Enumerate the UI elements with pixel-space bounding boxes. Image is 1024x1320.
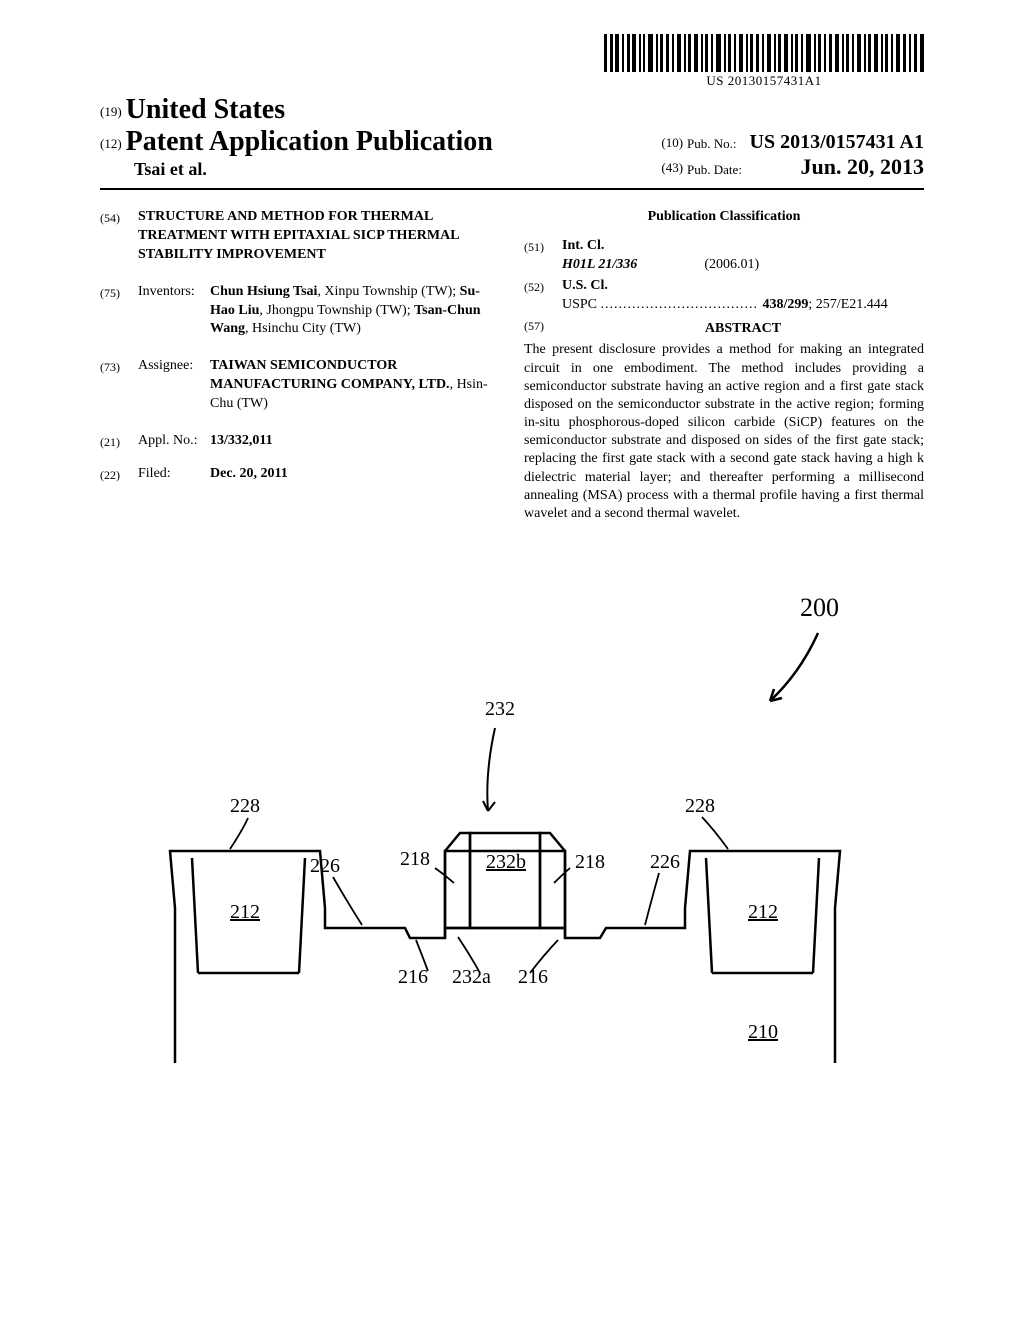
assignee-label: Assignee: — [138, 357, 210, 414]
figure-area: 200 232 228 228 226 226 218 218 232b 232… — [100, 573, 924, 1113]
pubdate-value: Jun. 20, 2013 — [801, 154, 924, 180]
assignee-num: (73) — [100, 357, 138, 414]
filed-num: (22) — [100, 465, 138, 484]
filed-label: Filed: — [138, 465, 210, 484]
right-column: Publication Classification (51) Int. Cl.… — [524, 208, 924, 523]
header-pubdate: (43) Pub. Date: Jun. 20, 2013 — [661, 154, 924, 180]
assignee-body: TAIWAN SEMICONDUCTOR MANUFACTURING COMPA… — [210, 357, 500, 414]
intcl-body: Int. Cl. H01L 21/336 (2006.01) — [562, 237, 759, 275]
uscl-prefix: USPC — [562, 297, 597, 312]
two-column-body: (54) STRUCTURE AND METHOD FOR THERMAL TR… — [100, 208, 924, 523]
pubno-value: US 2013/0157431 A1 — [750, 131, 924, 153]
left-column: (54) STRUCTURE AND METHOD FOR THERMAL TR… — [100, 208, 500, 523]
inventors-num: (75) — [100, 283, 138, 340]
fig-label-200: 200 — [800, 593, 839, 623]
fig-label-212-right: 212 — [748, 901, 778, 924]
fig-label-216-left: 216 — [398, 966, 428, 989]
intcl-field: (51) Int. Cl. H01L 21/336 (2006.01) — [524, 237, 924, 275]
header-row: (19) United States (12) Patent Application… — [100, 94, 924, 180]
fig-label-210: 210 — [748, 1021, 778, 1044]
country-name: United States — [126, 94, 285, 125]
patent-title: STRUCTURE AND METHOD FOR THERMAL TREATME… — [138, 208, 500, 265]
fig-label-232: 232 — [485, 698, 515, 721]
uscl-field: (52) U.S. Cl. USPC .....................… — [524, 277, 924, 315]
uscl-label: U.S. Cl. — [562, 278, 608, 293]
intcl-num: (51) — [524, 237, 562, 275]
filed-value: Dec. 20, 2011 — [210, 465, 288, 484]
intcl-date: (2006.01) — [704, 257, 759, 272]
abstract-num: (57) — [524, 316, 562, 341]
fig-label-228-left: 228 — [230, 795, 260, 818]
title-field: (54) STRUCTURE AND METHOD FOR THERMAL TR… — [100, 208, 500, 265]
filed-field: (22) Filed: Dec. 20, 2011 — [100, 465, 500, 484]
abstract-text: The present disclosure provides a method… — [524, 341, 924, 523]
pubdate-label: Pub. Date: — [687, 162, 742, 177]
figure-svg — [100, 573, 924, 1113]
country-prefix: (19) — [100, 104, 122, 119]
divider-rule — [100, 188, 924, 190]
fig-label-232a: 232a — [452, 966, 491, 989]
pubdate-prefix: (43) — [661, 160, 683, 175]
abstract-heading: ABSTRACT — [562, 320, 924, 339]
intcl-code: H01L 21/336 — [562, 257, 637, 272]
fig-label-218-left: 218 — [400, 848, 430, 871]
header-pubtype: (12) Patent Application Publication — [100, 126, 493, 158]
header-country: (19) United States — [100, 94, 493, 126]
uscl-dots: ................................... — [601, 297, 763, 312]
fig-label-232b: 232b — [486, 851, 526, 874]
barcode-svg — [604, 34, 924, 72]
pubtype-text: Patent Application Publication — [126, 126, 493, 157]
fig-label-216-right: 216 — [518, 966, 548, 989]
applno-value: 13/332,011 — [210, 432, 273, 451]
fig-label-218-right: 218 — [575, 851, 605, 874]
fig-label-226-left: 226 — [310, 855, 340, 878]
uscl-codes: 438/299; 257/E21.444 — [763, 297, 888, 312]
pubno-prefix: (10) — [661, 135, 683, 150]
uscl-num: (52) — [524, 277, 562, 315]
classification-heading: Publication Classification — [524, 208, 924, 227]
barcode: US 20130157431A1 — [604, 34, 924, 89]
barcode-text: US 20130157431A1 — [604, 73, 924, 89]
fig-label-228-right: 228 — [685, 795, 715, 818]
intcl-label: Int. Cl. — [562, 238, 604, 253]
barcode-area: US 20130157431A1 — [100, 34, 924, 90]
header-pubno: (10) Pub. No.: US 2013/0157431 A1 — [661, 131, 924, 154]
applno-num: (21) — [100, 432, 138, 451]
title-num: (54) — [100, 208, 138, 265]
pubno-label: Pub. No.: — [687, 136, 736, 151]
inventors-body: Chun Hsiung Tsai, Xinpu Township (TW); S… — [210, 283, 500, 340]
inventors-field: (75) Inventors: Chun Hsiung Tsai, Xinpu … — [100, 283, 500, 340]
applno-label: Appl. No.: — [138, 432, 210, 451]
applno-field: (21) Appl. No.: 13/332,011 — [100, 432, 500, 451]
inventors-label: Inventors: — [138, 283, 210, 340]
fig-label-212-left: 212 — [230, 901, 260, 924]
assignee-field: (73) Assignee: TAIWAN SEMICONDUCTOR MANU… — [100, 357, 500, 414]
uscl-body: U.S. Cl. USPC ..........................… — [562, 277, 924, 315]
pubtype-prefix: (12) — [100, 136, 122, 151]
header-authors: Tsai et al. — [134, 159, 493, 180]
fig-label-226-right: 226 — [650, 851, 680, 874]
